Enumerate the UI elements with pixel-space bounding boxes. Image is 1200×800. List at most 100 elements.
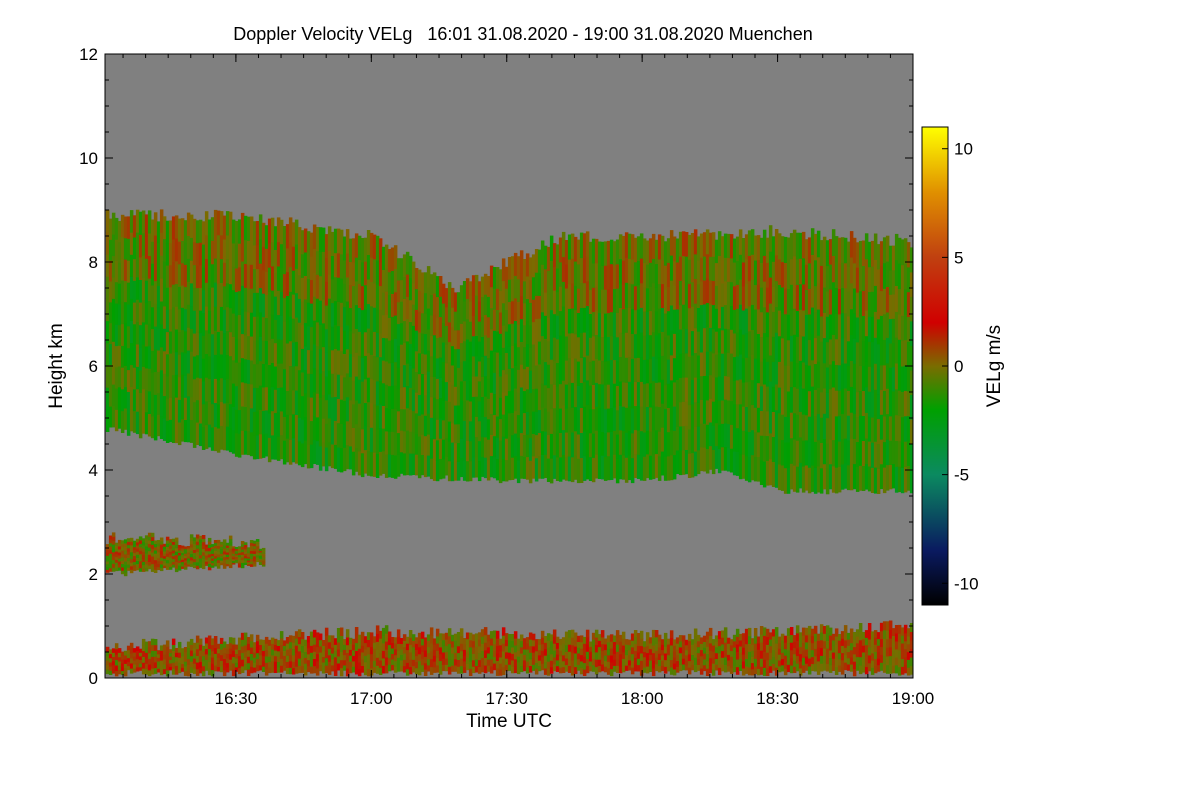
velocity-cell <box>876 664 881 672</box>
velocity-cell <box>525 667 530 674</box>
velocity-cell <box>720 376 725 401</box>
velocity-cell <box>345 629 350 638</box>
velocity-cell <box>504 352 509 375</box>
velocity-cell <box>726 423 731 448</box>
velocity-cell <box>585 658 590 667</box>
velocity-cell <box>516 437 521 461</box>
velocity-cell <box>645 645 650 654</box>
velocity-cell <box>207 265 212 289</box>
velocity-cell <box>609 359 614 385</box>
velocity-cell <box>720 329 725 354</box>
velocity-cell <box>150 285 155 308</box>
velocity-cell <box>789 284 794 311</box>
velocity-cell <box>204 548 209 552</box>
velocity-cell <box>132 561 137 565</box>
velocity-cell <box>366 401 371 427</box>
velocity-cell <box>576 641 581 648</box>
velocity-cell <box>711 328 716 354</box>
velocity-cell <box>219 654 224 661</box>
velocity-cell <box>222 548 227 552</box>
velocity-cell <box>843 654 848 663</box>
velocity-cell <box>453 639 458 647</box>
velocity-cell <box>852 262 857 289</box>
velocity-cell <box>645 652 650 660</box>
velocity-cell <box>540 430 545 455</box>
velocity-cell <box>669 280 674 306</box>
velocity-cell <box>222 562 227 566</box>
velocity-cell <box>822 362 827 389</box>
velocity-cell <box>183 220 188 243</box>
velocity-cell <box>708 627 713 636</box>
velocity-cell <box>129 668 134 674</box>
velocity-cell <box>894 259 899 286</box>
velocity-cell <box>231 560 236 563</box>
velocity-cell <box>828 239 833 265</box>
velocity-cell <box>144 258 149 281</box>
velocity-cell <box>261 316 266 341</box>
velocity-cell <box>828 438 833 465</box>
velocity-cell <box>894 337 899 364</box>
velocity-cell <box>282 297 287 322</box>
velocity-cell <box>735 644 740 653</box>
velocity-cell <box>300 324 305 349</box>
velocity-cell <box>351 655 356 662</box>
velocity-cell <box>219 377 224 403</box>
velocity-cell <box>315 417 320 442</box>
velocity-cell <box>231 656 236 664</box>
velocity-cell <box>279 637 284 646</box>
velocity-cell <box>222 539 227 543</box>
velocity-cell <box>108 406 113 428</box>
velocity-cell <box>762 627 767 636</box>
velocity-cell <box>261 551 266 554</box>
velocity-cell <box>546 434 551 459</box>
velocity-cell <box>150 567 155 572</box>
velocity-cell <box>843 262 848 289</box>
velocity-cell <box>345 636 350 646</box>
velocity-cell <box>882 646 887 656</box>
velocity-cell <box>828 314 833 340</box>
velocity-cell <box>753 666 758 675</box>
velocity-cell <box>225 330 230 355</box>
velocity-cell <box>252 550 257 554</box>
velocity-cell <box>687 283 692 309</box>
velocity-cell <box>732 380 737 405</box>
velocity-cell <box>435 317 440 338</box>
velocity-cell <box>150 328 155 351</box>
velocity-cell <box>612 454 617 479</box>
velocity-cell <box>765 652 770 661</box>
velocity-cell <box>354 627 359 636</box>
velocity-cell <box>171 644 176 651</box>
velocity-cell <box>207 242 212 266</box>
velocity-cell <box>894 649 899 658</box>
velocity-cell <box>177 652 182 658</box>
velocity-cell <box>240 551 245 555</box>
velocity-cell <box>240 430 245 455</box>
velocity-cell <box>696 236 701 261</box>
velocity-cell <box>867 341 872 367</box>
velocity-cell <box>795 414 800 441</box>
velocity-cell <box>849 412 854 439</box>
velocity-cell <box>198 310 203 334</box>
velocity-cell <box>441 639 446 647</box>
velocity-cell <box>450 345 455 366</box>
velocity-cell <box>906 659 911 668</box>
velocity-cell <box>189 560 194 564</box>
velocity-cell <box>798 646 803 655</box>
velocity-cell <box>174 551 179 556</box>
velocity-cell <box>468 647 473 655</box>
velocity-cell <box>855 643 860 651</box>
velocity-cell <box>366 303 371 329</box>
velocity-cell <box>711 232 716 257</box>
velocity-cell <box>666 334 671 360</box>
velocity-cell <box>162 261 167 284</box>
velocity-cell <box>351 238 356 263</box>
velocity-cell <box>747 356 752 382</box>
velocity-cell <box>147 543 152 548</box>
velocity-cell <box>108 670 113 675</box>
velocity-cell <box>279 243 284 269</box>
velocity-cell <box>639 638 644 647</box>
velocity-cell <box>192 355 197 380</box>
velocity-cell <box>861 652 866 660</box>
velocity-cell <box>117 539 122 544</box>
